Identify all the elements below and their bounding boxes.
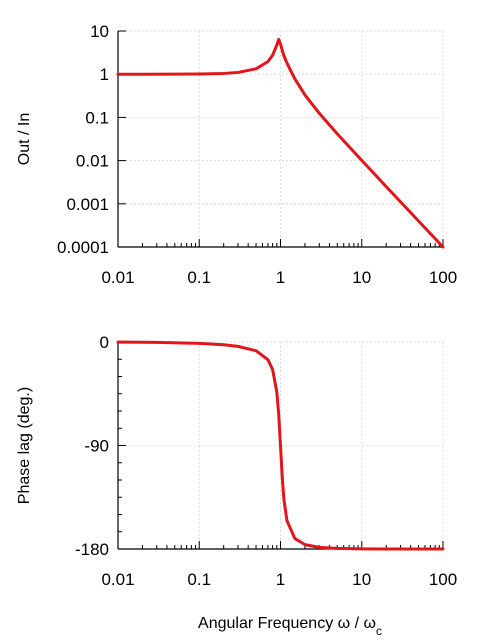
magnitude-y-axis-label: Out / In xyxy=(16,113,33,165)
magnitude-x-tick-label: 10 xyxy=(352,268,371,287)
phase-series-line xyxy=(116,340,445,551)
magnitude-y-tick-label: 0.001 xyxy=(66,195,109,214)
phase-y-tick-label: 0 xyxy=(100,333,109,352)
phase-x-tick-label: 0.1 xyxy=(187,570,211,589)
magnitude-x-tick-label: 100 xyxy=(429,268,457,287)
phase-x-tick-label: 0.01 xyxy=(101,570,134,589)
magnitude-y-tick-label: 0.01 xyxy=(76,152,109,171)
magnitude-y-tick-label: 0.0001 xyxy=(57,238,109,257)
phase-x-tick-label: 100 xyxy=(429,570,457,589)
magnitude-y-tick-label: 10 xyxy=(90,22,109,41)
magnitude-y-tick-label: 0.1 xyxy=(85,108,109,127)
phase-y-tick-label: -180 xyxy=(75,540,109,559)
magnitude-x-tick-label: 1 xyxy=(276,268,285,287)
phase-y-tick-label: -90 xyxy=(84,437,109,456)
phase-x-axis-label: Angular Frequency ω / ωc xyxy=(198,615,382,638)
magnitude-x-tick-label: 0.1 xyxy=(187,268,211,287)
phase-x-tick-label: 10 xyxy=(352,570,371,589)
magnitude-series-line xyxy=(116,37,445,249)
magnitude-y-tick-label: 1 xyxy=(100,65,109,84)
phase-y-axis-label: Phase lag (deg.) xyxy=(16,387,33,504)
magnitude-x-tick-label: 0.01 xyxy=(101,268,134,287)
phase-x-tick-label: 1 xyxy=(276,570,285,589)
